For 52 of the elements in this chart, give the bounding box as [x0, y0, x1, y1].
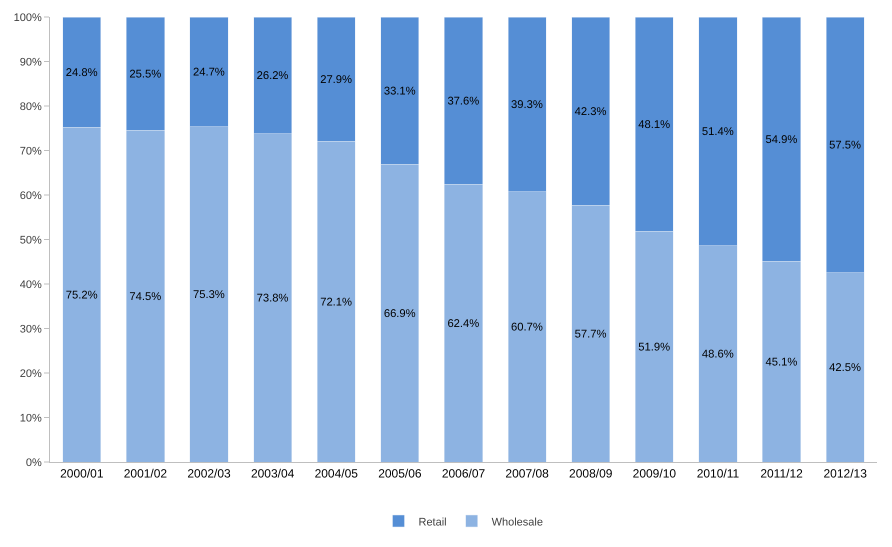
data-label: 51.4% [702, 126, 734, 138]
x-tick-label: 2012/13 [823, 466, 868, 480]
x-tick-label: 2000/01 [60, 466, 104, 480]
x-tick-label: 2009/10 [632, 466, 676, 480]
x-tick-label: 2001/02 [124, 466, 168, 480]
data-label: 57.7% [574, 328, 607, 340]
y-tick-label: 80% [20, 100, 42, 113]
data-label: 24.8% [66, 66, 98, 79]
x-tick-label: 2010/11 [696, 466, 740, 480]
legend-label: Wholesale [492, 516, 543, 528]
data-label: 75.2% [66, 289, 98, 302]
y-tick-label: 50% [20, 234, 42, 246]
x-tick-label: 2004/05 [314, 466, 358, 480]
y-tick-label: 10% [20, 412, 42, 424]
data-label: 25.5% [129, 68, 162, 80]
data-label: 72.1% [320, 296, 352, 308]
data-label: 66.9% [384, 308, 416, 320]
data-label: 26.2% [256, 70, 288, 82]
y-tick-label: 0% [26, 456, 42, 469]
y-tick-label: 20% [20, 368, 42, 380]
x-tick-label: 2007/08 [505, 466, 550, 480]
data-label: 54.9% [766, 134, 798, 146]
x-tick-label: 2002/03 [187, 466, 232, 480]
data-label: 33.1% [384, 85, 416, 98]
y-tick-label: 60% [20, 190, 42, 202]
x-tick-label: 2006/07 [442, 466, 486, 480]
data-label: 74.5% [129, 290, 162, 303]
x-tick-label: 2005/06 [378, 466, 422, 480]
data-label: 39.3% [511, 99, 543, 112]
y-tick-label: 40% [20, 278, 42, 291]
data-label: 60.7% [511, 322, 543, 334]
data-label: 48.1% [638, 118, 670, 131]
data-label: 62.4% [447, 318, 480, 330]
data-label: 51.9% [638, 341, 670, 354]
data-label: 27.9% [320, 74, 352, 86]
data-label: 45.1% [766, 356, 798, 368]
data-label: 24.7% [192, 66, 225, 79]
x-tick-label: 2008/09 [569, 466, 613, 480]
y-tick-label: 100% [14, 12, 42, 24]
data-label: 48.6% [702, 348, 734, 361]
data-label: 42.5% [829, 362, 861, 374]
y-tick-label: 90% [20, 56, 42, 68]
x-tick-label: 2011/12 [760, 466, 804, 480]
data-label: 75.3% [192, 289, 225, 302]
data-label: 73.8% [256, 292, 288, 305]
legend-label: Retail [418, 516, 447, 528]
y-tick-label: 70% [20, 145, 42, 158]
data-label: 37.6% [447, 95, 480, 108]
data-label: 57.5% [829, 140, 861, 152]
y-tick-label: 30% [20, 323, 42, 336]
x-tick-label: 2003/04 [250, 466, 295, 480]
data-label: 42.3% [574, 106, 607, 118]
